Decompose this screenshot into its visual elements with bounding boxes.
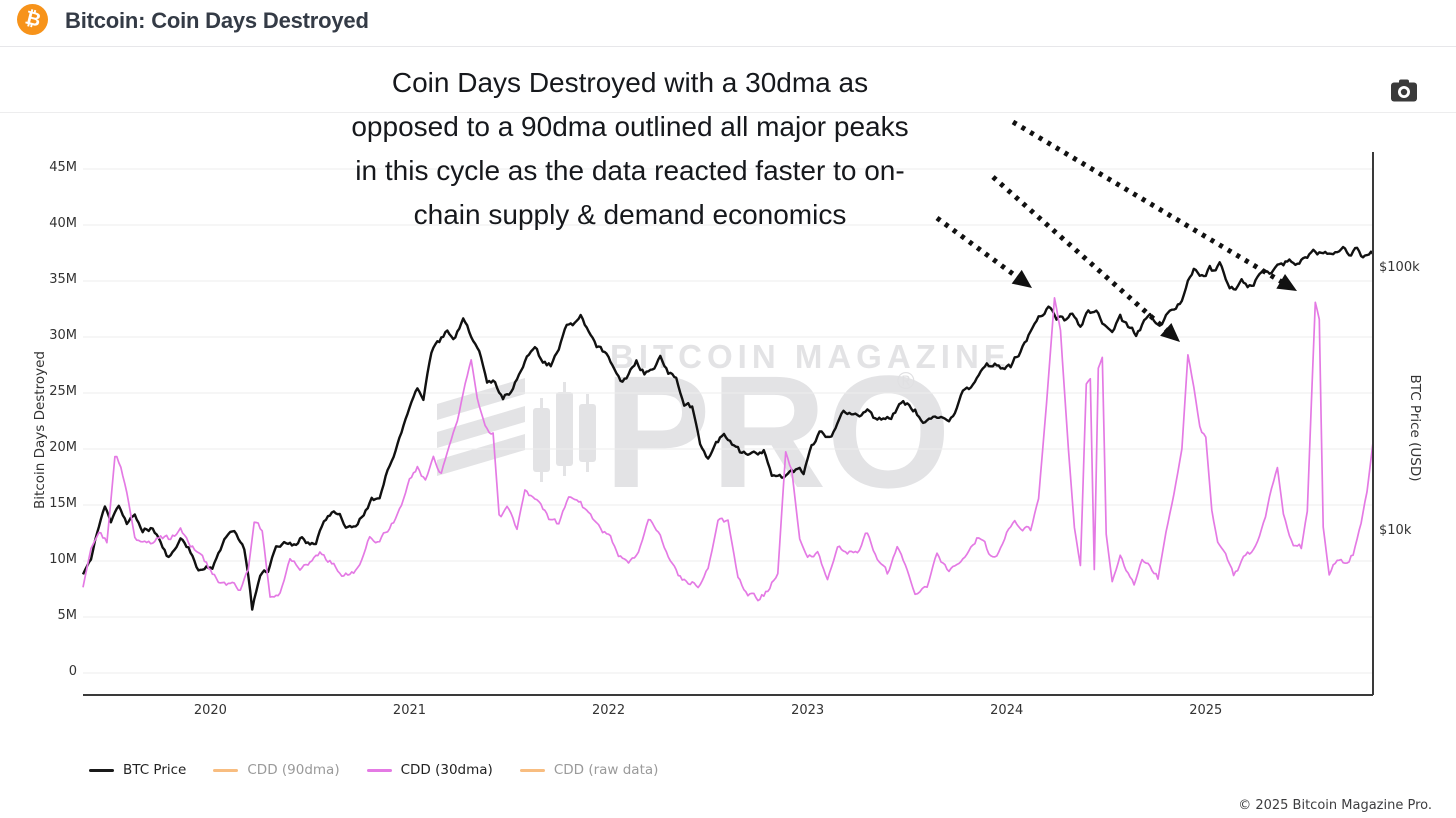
x-axis-tick-label: 2023 [791,703,825,718]
x-axis-tick-label: 2022 [592,703,626,718]
left-axis-tick-label: 0 [68,664,77,679]
left-axis-tick-label: 45M [49,160,77,175]
x-axis-tick-label: 2020 [193,703,227,718]
legend-item-cdd-raw[interactable]: CDD (raw data) [519,762,659,778]
chart-toolbar [0,47,1456,113]
legend-item-cdd-90dma[interactable]: CDD (90dma) [213,762,340,778]
copyright-text: © 2025 Bitcoin Magazine Pro. [1238,798,1432,813]
legend-item-btc-price[interactable]: BTC Price [89,762,186,778]
cdd-raw-line-swatch [519,768,545,772]
left-axis-tick-label: 30M [49,328,77,343]
page-header: ₿ Bitcoin: Coin Days Destroyed [0,0,1456,47]
legend-label: BTC Price [123,762,187,778]
left-axis-tick-label: 20M [49,440,77,455]
left-axis-tick-label: 25M [49,384,77,399]
left-axis-tick-label: 35M [49,272,77,287]
legend-label: CDD (90dma) [247,762,340,778]
legend-label: CDD (30dma) [400,762,493,778]
x-axis-tick-label: 2021 [392,703,427,718]
left-axis-tick-label: 15M [49,496,77,511]
chart-annotation-text: Coin Days Destroyed with a 30dma as oppo… [351,67,909,230]
screenshot-export-button[interactable] [1388,79,1420,105]
camera-icon [1391,79,1417,102]
chart-legend: BTC Price CDD (90dma) CDD (30dma) CDD (r… [89,758,658,782]
right-axis-tick-label: $10k [1379,523,1412,538]
right-axis-tick-label: $100k [1379,260,1420,275]
page-title: Bitcoin: Coin Days Destroyed [65,8,369,33]
left-axis-title: Bitcoin Days Destroyed [32,351,48,509]
legend-item-cdd-30dma[interactable]: CDD (30dma) [366,762,493,778]
left-axis-tick-label: 10M [49,552,77,567]
right-axis-title: BTC Price (USD) [1407,374,1423,482]
left-axis-tick-label: 5M [57,608,78,623]
x-axis-tick-label: 2025 [1189,703,1223,718]
legend-label: CDD (raw data) [553,762,659,778]
btc-price-line-swatch [89,768,114,772]
x-axis-tick-label: 2024 [990,703,1024,718]
left-axis-tick-label: 40M [49,216,77,231]
cdd-90dma-line-swatch [213,768,239,772]
cdd-30dma-line-swatch [366,768,392,772]
